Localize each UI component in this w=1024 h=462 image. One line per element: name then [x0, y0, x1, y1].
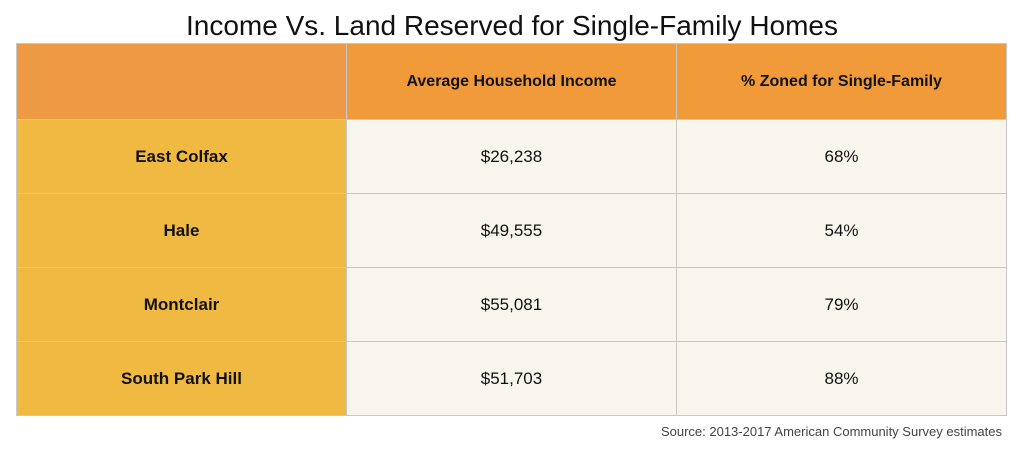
zoned-cell: 68% — [676, 119, 1007, 194]
table-header-zoned: % Zoned for Single-Family — [676, 43, 1007, 120]
row-label: Montclair — [16, 267, 347, 342]
income-cell: $51,703 — [346, 341, 677, 416]
source-note: Source: 2013-2017 American Community Sur… — [660, 424, 1002, 439]
income-cell: $49,555 — [346, 193, 677, 268]
table-header-corner — [16, 43, 347, 120]
row-label: Hale — [16, 193, 347, 268]
row-label: South Park Hill — [16, 341, 347, 416]
zoned-cell: 54% — [676, 193, 1007, 268]
table-row: South Park Hill $51,703 88% — [16, 341, 1007, 416]
table-row: Montclair $55,081 79% — [16, 267, 1007, 342]
income-cell: $26,238 — [346, 119, 677, 194]
zoned-cell: 88% — [676, 341, 1007, 416]
data-table: Average Household Income % Zoned for Sin… — [16, 43, 1007, 416]
table-row: East Colfax $26,238 68% — [16, 119, 1007, 194]
row-label: East Colfax — [16, 119, 347, 194]
zoned-cell: 79% — [676, 267, 1007, 342]
table-header-income: Average Household Income — [346, 43, 677, 120]
chart-title: Income Vs. Land Reserved for Single-Fami… — [185, 10, 839, 41]
table-row: Hale $49,555 54% — [16, 193, 1007, 268]
table-header-row: Average Household Income % Zoned for Sin… — [16, 43, 1007, 120]
income-cell: $55,081 — [346, 267, 677, 342]
